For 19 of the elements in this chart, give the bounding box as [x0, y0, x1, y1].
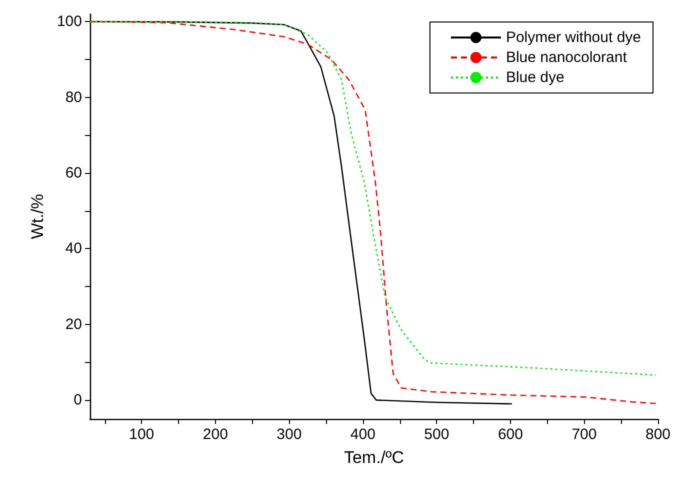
y-tick-label: 100 — [56, 13, 82, 30]
x-tick-label: 700 — [572, 426, 597, 443]
y-tick-label: 0 — [74, 392, 82, 409]
x-axis-title: Tem./ºC — [344, 448, 404, 467]
x-tick-label: 600 — [498, 426, 523, 443]
legend-label: Blue dye — [506, 69, 564, 86]
y-axis-title: Wt./% — [28, 194, 48, 240]
x-tick-label: 100 — [129, 426, 154, 443]
y-tick-label: 40 — [65, 240, 82, 258]
y-tick-label: 20 — [65, 316, 82, 333]
y-tick-label: 80 — [65, 88, 82, 106]
x-tick-label: 800 — [645, 426, 671, 443]
legend-label: Polymer without dye — [506, 29, 642, 46]
x-tick-label: 300 — [276, 426, 302, 443]
x-tick-label: 500 — [424, 426, 450, 443]
x-tick-label: 200 — [202, 426, 228, 443]
x-tick-label: 400 — [350, 426, 376, 443]
y-tick-label: 60 — [65, 164, 82, 182]
legend-label: Blue nanocolorant — [506, 49, 628, 66]
